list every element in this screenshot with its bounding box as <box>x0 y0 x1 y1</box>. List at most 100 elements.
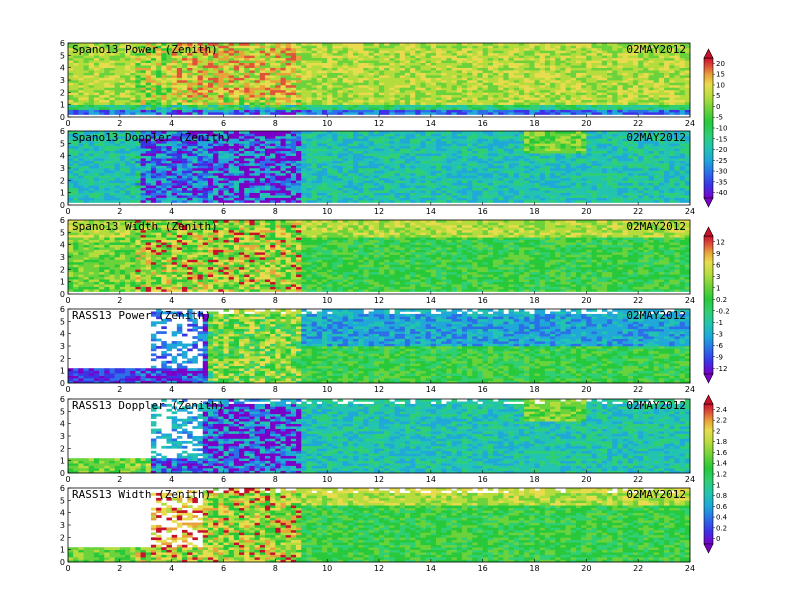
heatmap-cell <box>187 45 193 49</box>
heatmap-cell <box>498 87 504 91</box>
heatmap-cell <box>223 45 229 49</box>
heatmap-cell <box>664 77 670 81</box>
heatmap-cell <box>389 89 395 93</box>
heatmap-cell <box>410 70 416 73</box>
heatmap-cell <box>150 163 157 166</box>
heatmap-cell <box>415 62 421 66</box>
heatmap-cell <box>591 62 597 66</box>
heatmap-cell <box>104 52 110 56</box>
heatmap-cell <box>565 97 572 101</box>
heatmap-cell <box>244 187 250 191</box>
heatmap-cell <box>384 84 390 88</box>
y-tick-label: 2 <box>60 88 65 97</box>
heatmap-cell <box>264 102 271 105</box>
heatmap-cell <box>93 180 100 184</box>
heatmap-cell <box>632 102 639 105</box>
heatmap-cell <box>472 45 478 49</box>
heatmap-cell <box>140 163 147 166</box>
heatmap-cell <box>109 138 115 142</box>
heatmap-cell <box>301 177 307 181</box>
heatmap-cell <box>290 87 297 91</box>
heatmap-cell <box>73 67 79 71</box>
heatmap-cell <box>218 185 224 189</box>
heatmap-cell <box>114 182 121 186</box>
heatmap-cell <box>327 153 333 156</box>
heatmap-cell <box>529 109 535 113</box>
heatmap-cell <box>436 65 442 68</box>
heatmap-cell <box>643 87 649 91</box>
heatmap-cell <box>68 155 74 159</box>
heatmap-cell <box>456 62 463 66</box>
heatmap-cell <box>88 148 95 152</box>
heatmap-cell <box>270 163 276 166</box>
heatmap-cell <box>550 70 556 73</box>
heatmap-cell <box>648 60 655 64</box>
heatmap-cell <box>249 170 255 174</box>
heatmap-cell <box>368 87 375 91</box>
heatmap-cell <box>456 43 463 46</box>
heatmap-cell <box>270 82 276 86</box>
heatmap-cell <box>596 50 603 54</box>
heatmap-cell <box>430 43 437 46</box>
heatmap-cell <box>389 47 395 51</box>
heatmap-cell <box>581 94 587 98</box>
heatmap-cell <box>270 153 276 156</box>
heatmap-cell <box>119 65 126 68</box>
heatmap-cell <box>223 107 229 110</box>
heatmap-cell <box>114 145 121 149</box>
heatmap-cell <box>88 50 95 54</box>
heatmap-cell <box>607 50 613 54</box>
heatmap-cell <box>135 133 141 137</box>
heatmap-cell <box>669 80 675 83</box>
heatmap-cell <box>197 150 204 154</box>
heatmap-cell <box>125 80 131 83</box>
heatmap-cell <box>171 148 178 152</box>
heatmap-cell <box>560 99 566 103</box>
heatmap-cell <box>99 172 105 176</box>
heatmap-cell <box>280 187 286 191</box>
heatmap-cell <box>156 158 162 161</box>
heatmap-cell <box>275 200 281 203</box>
heatmap-cell <box>78 84 84 88</box>
heatmap-cell <box>508 102 515 105</box>
heatmap-cell <box>109 77 115 81</box>
heatmap-cell <box>296 52 302 56</box>
heatmap-cell <box>487 97 494 101</box>
heatmap-cell <box>446 89 452 93</box>
heatmap-cell <box>135 60 141 64</box>
heatmap-cell <box>664 75 670 78</box>
heatmap-cell <box>565 45 572 49</box>
heatmap-cell <box>658 99 665 103</box>
heatmap-cell <box>104 109 110 113</box>
heatmap-cell <box>83 70 90 73</box>
heatmap-cell <box>327 87 333 91</box>
heatmap-cell <box>316 72 323 76</box>
heatmap-cell <box>171 109 178 113</box>
heatmap-cell <box>187 89 193 93</box>
heatmap-cell <box>684 82 691 86</box>
heatmap-cell <box>218 165 224 169</box>
heatmap-cell <box>280 84 286 88</box>
heatmap-cell <box>104 97 110 101</box>
heatmap-cell <box>207 65 214 68</box>
heatmap-cell <box>254 163 261 166</box>
heatmap-cell <box>171 187 178 191</box>
heatmap-cell <box>88 131 95 134</box>
heatmap-cell <box>88 143 95 147</box>
heatmap-cell <box>249 84 255 88</box>
heatmap-cell <box>617 102 623 105</box>
heatmap-cell <box>575 112 582 115</box>
heatmap-cell <box>213 150 219 154</box>
heatmap-cell <box>436 102 442 105</box>
heatmap-cell <box>290 175 297 179</box>
heatmap-cell <box>658 62 665 66</box>
heatmap-cell <box>176 133 183 137</box>
heatmap-cell <box>311 200 318 203</box>
heatmap-cell <box>68 77 74 81</box>
heatmap-cell <box>254 77 261 81</box>
heatmap-cell <box>176 192 183 196</box>
heatmap-cell <box>119 140 126 144</box>
heatmap-cell <box>296 50 302 54</box>
heatmap-cell <box>601 62 608 66</box>
heatmap-cell <box>321 160 328 164</box>
